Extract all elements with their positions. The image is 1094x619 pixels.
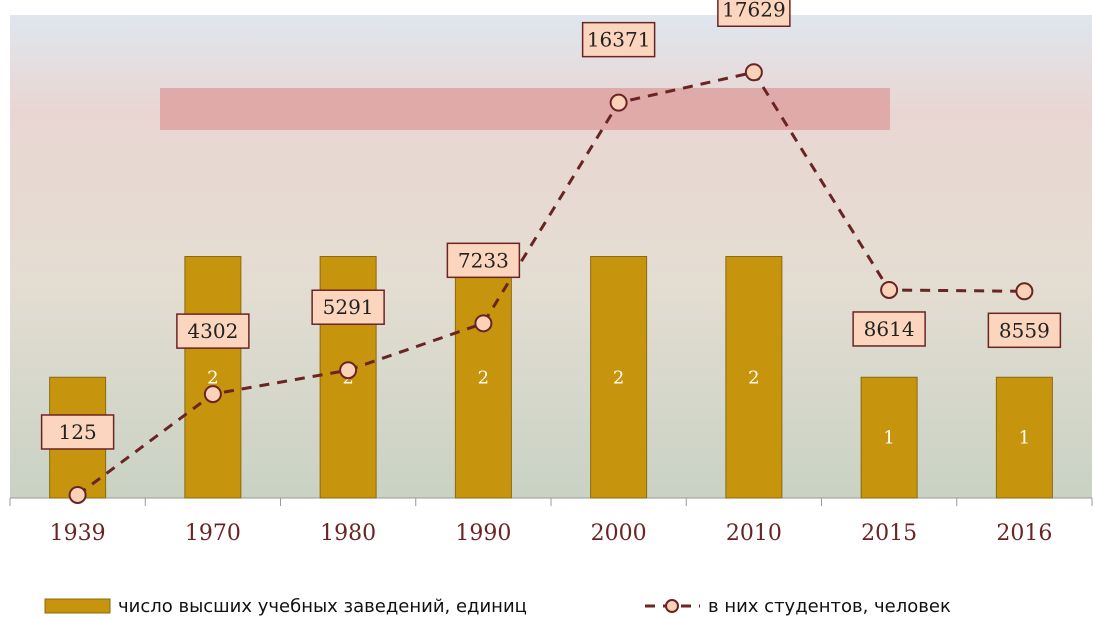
line-value-label: 4302 [187,319,238,343]
bar-value-label: 2 [478,367,489,388]
bar-value-label: 2 [748,367,759,388]
line-value-label: 7233 [458,248,509,272]
line-marker [70,487,86,503]
bar-value-label: 2 [207,367,218,388]
x-tick-label: 2000 [591,521,647,546]
x-tick-label: 2010 [726,521,782,546]
line-value-label: 8614 [864,317,915,341]
line-marker [475,315,491,331]
line-value-label: 16371 [587,28,651,52]
legend-marker [666,600,678,612]
line-value-label: 8559 [999,318,1050,342]
x-tick-label: 1939 [50,521,106,546]
line-marker [1016,283,1032,299]
line-marker [611,95,627,111]
legend-label: в них студентов, человек [708,596,951,617]
background-sign [160,88,890,130]
x-tick-label: 1990 [455,521,511,546]
x-tick-label: 2016 [996,521,1052,546]
bar-value-label: 2 [613,367,624,388]
bar-value-label: 1 [1019,428,1030,449]
line-value-label: 17629 [722,0,786,21]
line-marker [881,282,897,298]
x-tick-label: 2015 [861,521,917,546]
bar-value-label: 1 [883,428,894,449]
line-value-label: 5291 [323,295,374,319]
chart: 1939197019801990200020102015201612222211… [0,0,1094,619]
legend-swatch [45,599,110,613]
legend-label: число высших учебных заведений, единиц [118,596,527,617]
x-tick-label: 1970 [185,521,241,546]
line-value-label: 125 [59,420,97,444]
line-marker [205,386,221,402]
line-marker [340,362,356,378]
x-tick-label: 1980 [320,521,376,546]
line-marker [746,64,762,80]
